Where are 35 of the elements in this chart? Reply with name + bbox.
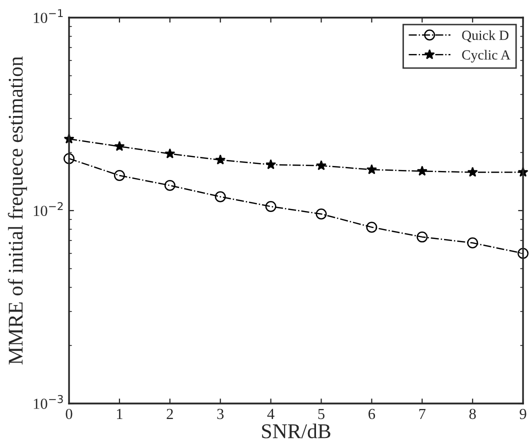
- x-axis-title: SNR/dB: [262, 424, 330, 438]
- point: [266, 159, 276, 170]
- x-tick-label: 4: [267, 408, 274, 419]
- point: [214, 191, 226, 202]
- point: [518, 248, 529, 259]
- point: [114, 170, 125, 181]
- point: [164, 148, 176, 158]
- x-tick-label: 8: [469, 408, 476, 420]
- point: [316, 208, 327, 220]
- point: [114, 140, 125, 151]
- point: [366, 222, 378, 233]
- x-tick-label: 5: [318, 408, 324, 420]
- x-tick-label: 3: [217, 408, 224, 420]
- x-tick-label: 1: [117, 408, 122, 419]
- y-tick-label: 10$^{−3}$: [34, 395, 63, 409]
- x-tick-label: 6: [368, 408, 376, 420]
- x-tick-label: 9: [520, 408, 526, 420]
- y-tick-label: 10$^{−1}$: [34, 9, 63, 24]
- x-tick-label: 0: [66, 408, 72, 420]
- y-axis-title: MMRE of initial frequece estimation: [8, 56, 27, 364]
- x-tick-label: 7: [419, 408, 426, 419]
- point: [467, 166, 478, 177]
- point: [316, 160, 327, 170]
- point: [164, 180, 176, 191]
- point: [215, 154, 226, 164]
- point: [416, 166, 428, 176]
- y-tick-label: 10$^{−2}$: [34, 202, 63, 216]
- legend-label: Quick D: [462, 30, 508, 42]
- point: [366, 164, 377, 174]
- legend-label: Cyclic A: [462, 50, 510, 62]
- point: [64, 153, 75, 164]
- point: [416, 231, 428, 242]
- point: [467, 237, 478, 248]
- x-tick-label: 2: [166, 408, 173, 419]
- point: [265, 201, 276, 212]
